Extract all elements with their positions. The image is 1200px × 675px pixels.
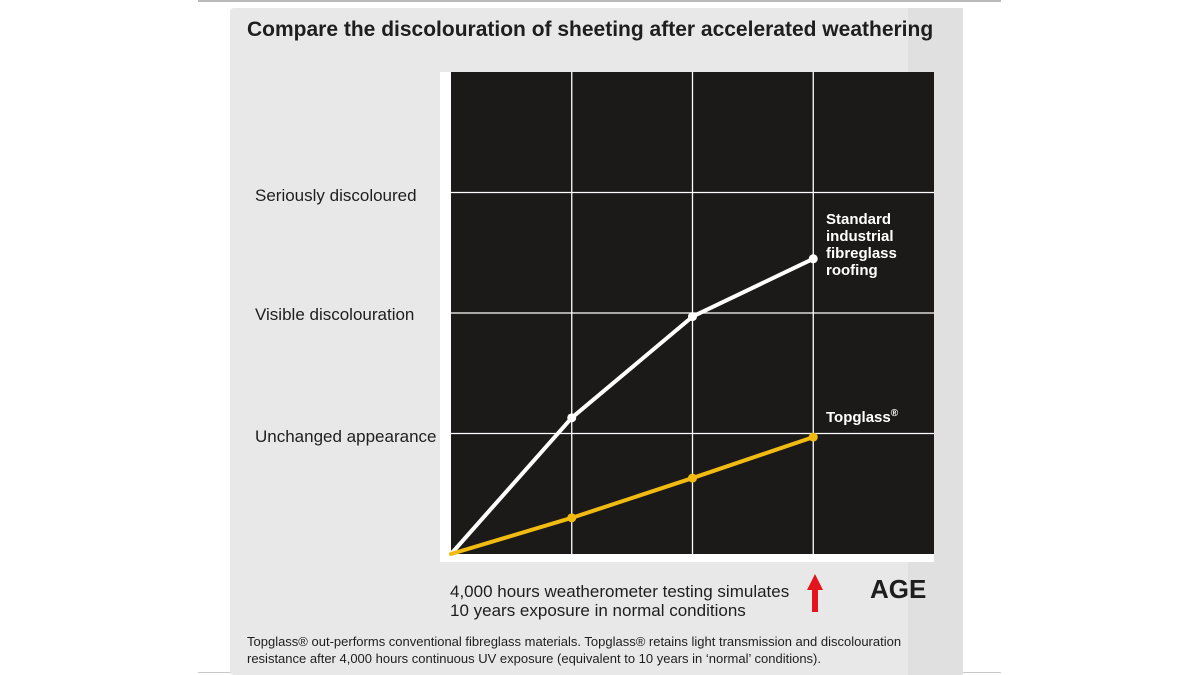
y-label-visible-discolouration: Visible discolouration: [255, 305, 415, 324]
chart-title: Compare the discolouration of sheeting a…: [247, 18, 934, 41]
y-label-seriously-discoloured: Seriously discoloured: [255, 186, 417, 205]
red-up-arrow-icon: [807, 574, 823, 612]
data-point-topglass: [567, 513, 577, 523]
series-line-topglass: [449, 435, 816, 556]
legend-topglass-name: Topglass: [826, 409, 891, 426]
data-point-standard-roofing: [808, 254, 818, 264]
footer-caption: Topglass® out-performs conventional fibr…: [247, 633, 957, 667]
footer-line-2: resistance after 4,000 hours continuous …: [247, 651, 821, 666]
testing-note-line-1: 4,000 hours weatherometer testing simula…: [450, 582, 790, 601]
data-point-topglass: [808, 432, 818, 442]
data-point-standard-roofing: [688, 312, 697, 322]
legend-standard-roofing: Standard industrial fibreglass roofing: [826, 211, 897, 279]
legend-standard-line-2: industrial: [826, 228, 894, 245]
data-point-standard-roofing: [567, 413, 577, 423]
legend-standard-line-4: roofing: [826, 262, 878, 279]
testing-note-line-2: 10 years exposure in normal conditions: [450, 601, 746, 620]
footer-line-1: Topglass® out-performs conventional fibr…: [247, 634, 902, 649]
data-point-topglass: [688, 473, 697, 483]
top-rule: [198, 0, 1001, 2]
registered-mark: ®: [890, 408, 899, 419]
legend-standard-line-3: fibreglass: [826, 245, 897, 262]
plot-left-frame: [440, 72, 451, 560]
x-axis-label-age: AGE: [870, 574, 927, 604]
testing-note: 4,000 hours weatherometer testing simula…: [450, 582, 789, 620]
legend-standard-line-1: Standard: [826, 211, 892, 228]
series-line-standard-roofing: [449, 256, 816, 556]
y-label-unchanged-appearance: Unchanged appearance: [255, 427, 437, 446]
legend-topglass: Topglass®: [826, 405, 898, 426]
plot-bottom-frame: [440, 554, 934, 562]
